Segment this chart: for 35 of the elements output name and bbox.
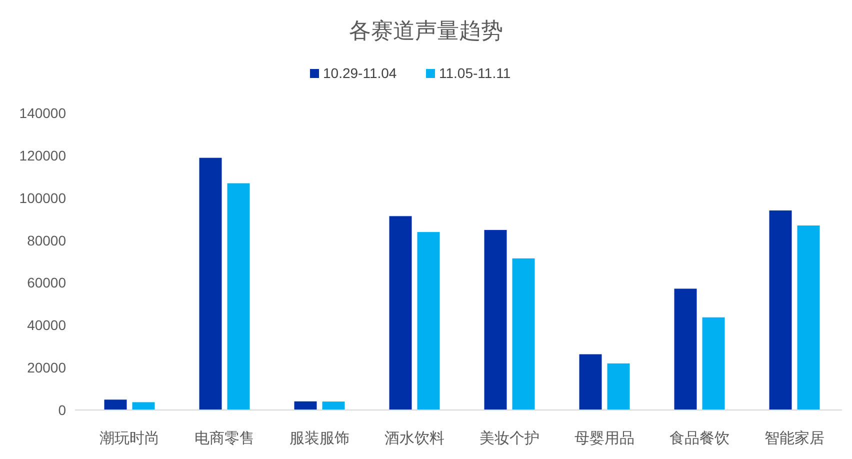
bar <box>702 316 726 410</box>
bar <box>512 258 536 410</box>
x-tick-label: 美妆个护 <box>480 430 540 447</box>
bar <box>294 400 318 410</box>
y-tick-label: 40000 <box>27 317 66 334</box>
x-tick-label: 食品餐饮 <box>670 430 730 447</box>
bar <box>388 216 412 410</box>
x-tick-label: 服装服饰 <box>290 430 350 447</box>
x-tick-label: 母婴用品 <box>574 430 634 447</box>
y-tick-label: 100000 <box>19 190 66 206</box>
y-tick-label: 0 <box>58 402 66 418</box>
bar <box>578 354 602 410</box>
y-tick-label: 80000 <box>27 232 66 248</box>
bar <box>796 224 820 410</box>
bar <box>104 399 128 410</box>
bar <box>132 402 156 410</box>
y-tick-label: 140000 <box>19 105 66 121</box>
bar <box>322 401 346 410</box>
y-tick-label: 120000 <box>19 147 66 164</box>
x-tick-label: 酒水饮料 <box>384 430 444 447</box>
legend-label: 10.29-11.04 <box>323 65 397 81</box>
bar <box>198 157 222 410</box>
x-tick-label: 电商零售 <box>194 430 254 447</box>
chart-title: 各赛道声量趋势 <box>349 18 503 43</box>
y-tick-label: 20000 <box>27 360 66 376</box>
bar <box>606 362 630 410</box>
x-tick-label: 智能家居 <box>764 430 824 447</box>
bar <box>484 229 508 410</box>
bar <box>416 232 440 410</box>
x-tick-label: 潮玩时尚 <box>100 430 160 447</box>
legend-label: 11.05-11.11 <box>439 65 511 81</box>
y-tick-label: 60000 <box>27 274 66 291</box>
bar <box>226 182 250 410</box>
bar <box>674 288 698 410</box>
bar <box>768 210 792 410</box>
